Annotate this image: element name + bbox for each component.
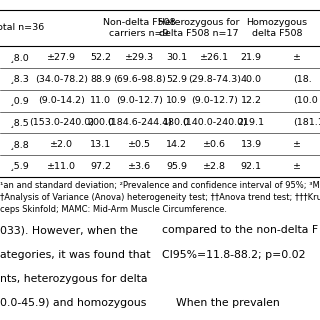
Text: ±0.6: ±0.6 bbox=[203, 140, 226, 149]
Text: 11.0: 11.0 bbox=[90, 96, 111, 105]
Text: ¸0.9: ¸0.9 bbox=[9, 96, 29, 105]
Text: ¸8.0: ¸8.0 bbox=[9, 53, 29, 62]
Text: (69.6-98.8): (69.6-98.8) bbox=[113, 75, 166, 84]
Text: (18.: (18. bbox=[293, 75, 312, 84]
Text: ±29.3: ±29.3 bbox=[124, 53, 154, 62]
Text: 52.9: 52.9 bbox=[166, 75, 187, 84]
Text: 180.0: 180.0 bbox=[163, 118, 190, 127]
Text: ±2.0: ±2.0 bbox=[50, 140, 73, 149]
Text: Non-delta F508
carriers n=9: Non-delta F508 carriers n=9 bbox=[103, 18, 175, 38]
Text: 0.0-45.9) and homozygous: 0.0-45.9) and homozygous bbox=[0, 298, 146, 308]
Text: 12.2: 12.2 bbox=[241, 96, 262, 105]
Text: †Analysis of Variance (Anova) heterogeneity test; ††Anova trend test; †††Kruskal: †Analysis of Variance (Anova) heterogene… bbox=[0, 193, 320, 202]
Text: When the prevalen: When the prevalen bbox=[162, 298, 279, 308]
Text: 10.9: 10.9 bbox=[166, 96, 187, 105]
Text: 95.9: 95.9 bbox=[166, 162, 187, 171]
Text: (34.0-78.2): (34.0-78.2) bbox=[35, 75, 88, 84]
Text: (181.1: (181.1 bbox=[293, 118, 320, 127]
Text: Heterozygous for
delta F508 n=17: Heterozygous for delta F508 n=17 bbox=[158, 18, 239, 38]
Text: 21.9: 21.9 bbox=[241, 53, 262, 62]
Text: 92.1: 92.1 bbox=[241, 162, 262, 171]
Text: (29.8-74.3): (29.8-74.3) bbox=[188, 75, 241, 84]
Text: (9.0-12.7): (9.0-12.7) bbox=[191, 96, 238, 105]
Text: 88.9: 88.9 bbox=[90, 75, 111, 84]
Text: ±2.8: ±2.8 bbox=[203, 162, 226, 171]
Text: (9.0-14.2): (9.0-14.2) bbox=[38, 96, 85, 105]
Text: Total n=36: Total n=36 bbox=[0, 23, 45, 33]
Text: ceps Skinfold; MAMC: Mid-Arm Muscle Circumference.: ceps Skinfold; MAMC: Mid-Arm Muscle Circ… bbox=[0, 205, 227, 214]
Text: ¸5.9: ¸5.9 bbox=[9, 162, 29, 171]
Text: 219.1: 219.1 bbox=[238, 118, 265, 127]
Text: 30.1: 30.1 bbox=[166, 53, 187, 62]
Text: (184.6-244.4): (184.6-244.4) bbox=[107, 118, 172, 127]
Text: 40.0: 40.0 bbox=[241, 75, 262, 84]
Text: ¹an and standard deviation; ²Prevalence and confidence interval of 95%; ³M: ¹an and standard deviation; ²Prevalence … bbox=[0, 181, 320, 190]
Text: ±0.5: ±0.5 bbox=[128, 140, 151, 149]
Text: ±: ± bbox=[293, 53, 301, 62]
Text: ±26.1: ±26.1 bbox=[200, 53, 229, 62]
Text: (9.0-12.7): (9.0-12.7) bbox=[116, 96, 163, 105]
Text: ±: ± bbox=[293, 162, 301, 171]
Text: Homozygous
delta F508: Homozygous delta F508 bbox=[246, 18, 308, 38]
Text: ¸8.3: ¸8.3 bbox=[9, 75, 29, 84]
Text: ±: ± bbox=[293, 140, 301, 149]
Text: ¸8.5: ¸8.5 bbox=[9, 118, 29, 127]
Text: nts, heterozygous for delta: nts, heterozygous for delta bbox=[0, 274, 148, 284]
Text: ategories, it was found that: ategories, it was found that bbox=[0, 250, 150, 260]
Text: ±27.9: ±27.9 bbox=[47, 53, 76, 62]
Text: 52.2: 52.2 bbox=[90, 53, 111, 62]
Text: 033). However, when the: 033). However, when the bbox=[0, 225, 138, 235]
Text: 14.2: 14.2 bbox=[166, 140, 187, 149]
Text: ¸8.8: ¸8.8 bbox=[9, 140, 29, 149]
Text: 13.1: 13.1 bbox=[90, 140, 111, 149]
Text: 200.0: 200.0 bbox=[87, 118, 114, 127]
Text: (10.0: (10.0 bbox=[293, 96, 317, 105]
Text: compared to the non-delta F: compared to the non-delta F bbox=[162, 225, 318, 235]
Text: ±11.0: ±11.0 bbox=[47, 162, 76, 171]
Text: CI95%=11.8-88.2; p=0.02: CI95%=11.8-88.2; p=0.02 bbox=[162, 250, 305, 260]
Text: 97.2: 97.2 bbox=[90, 162, 111, 171]
Text: 13.9: 13.9 bbox=[241, 140, 262, 149]
Text: ±3.6: ±3.6 bbox=[128, 162, 151, 171]
Text: (153.0-240.0): (153.0-240.0) bbox=[29, 118, 94, 127]
Text: (140.0-240.0): (140.0-240.0) bbox=[182, 118, 247, 127]
